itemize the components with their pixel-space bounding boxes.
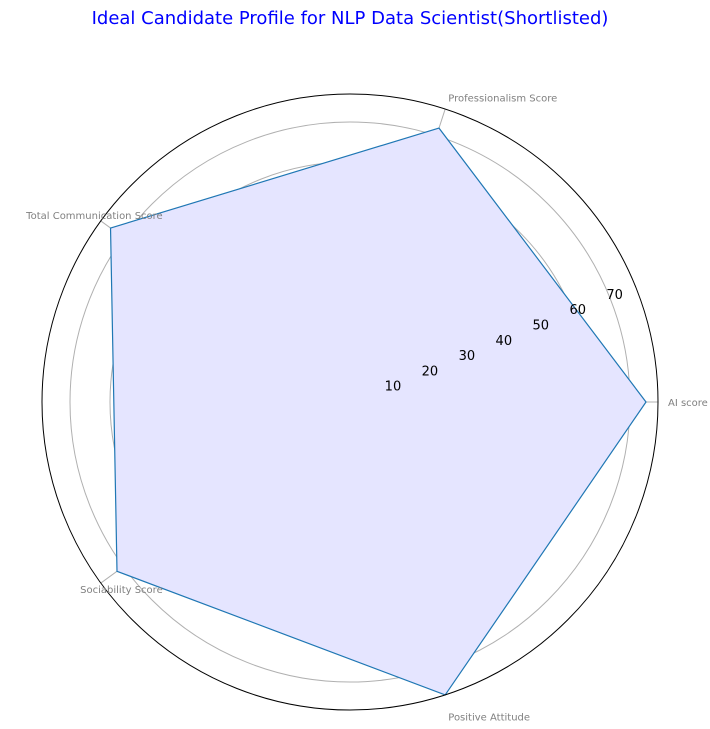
tick-label-40: 40: [496, 334, 513, 349]
chart-title: Ideal Candidate Profile for NLP Data Sci…: [91, 8, 609, 29]
tick-label-70: 70: [606, 288, 623, 303]
outer-ring: [41, 93, 659, 711]
category-labels: AI score Professionalism Score Total Commu…: [25, 94, 708, 724]
category-label-4: Positive Attitude: [448, 712, 530, 723]
series-area: [109, 127, 647, 696]
category-label-3: Sociability Score: [80, 585, 163, 596]
category-label-0: AI score: [668, 398, 708, 409]
tick-label-20: 20: [422, 364, 439, 379]
category-label-2: Total Communication Score: [25, 211, 163, 222]
tick-label-60: 60: [569, 303, 586, 318]
tick-label-30: 30: [459, 349, 476, 364]
tick-label-50: 50: [533, 318, 550, 333]
category-label-1: Professionalism Score: [448, 94, 557, 105]
tick-label-10: 10: [385, 380, 402, 395]
radial-tick-labels: 10 20 30 40 50 60 70: [385, 288, 623, 395]
